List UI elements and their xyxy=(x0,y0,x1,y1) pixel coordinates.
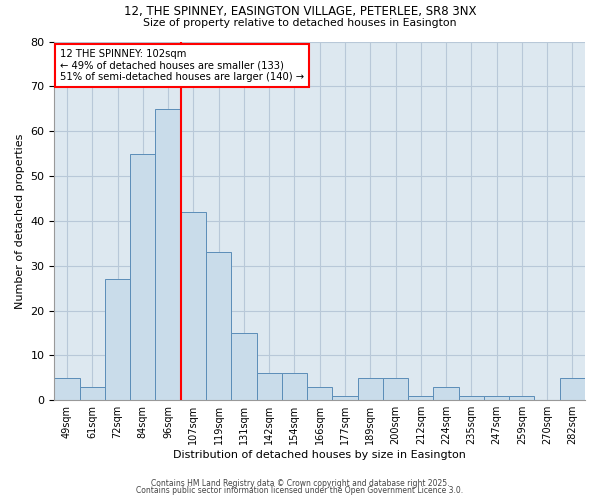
X-axis label: Distribution of detached houses by size in Easington: Distribution of detached houses by size … xyxy=(173,450,466,460)
Bar xyxy=(231,333,257,400)
Bar xyxy=(560,378,585,400)
Bar xyxy=(408,396,433,400)
Bar xyxy=(458,396,484,400)
Bar xyxy=(181,212,206,400)
Text: Contains public sector information licensed under the Open Government Licence 3.: Contains public sector information licen… xyxy=(136,486,464,495)
Bar xyxy=(80,387,105,400)
Bar xyxy=(332,396,358,400)
Bar xyxy=(383,378,408,400)
Y-axis label: Number of detached properties: Number of detached properties xyxy=(15,133,25,308)
Bar xyxy=(130,154,155,400)
Bar xyxy=(484,396,509,400)
Bar xyxy=(282,374,307,400)
Bar xyxy=(257,374,282,400)
Bar xyxy=(155,109,181,400)
Bar xyxy=(307,387,332,400)
Text: 12 THE SPINNEY: 102sqm
← 49% of detached houses are smaller (133)
51% of semi-de: 12 THE SPINNEY: 102sqm ← 49% of detached… xyxy=(60,48,304,82)
Bar xyxy=(433,387,458,400)
Bar xyxy=(55,378,80,400)
Text: Contains HM Land Registry data © Crown copyright and database right 2025.: Contains HM Land Registry data © Crown c… xyxy=(151,478,449,488)
Bar xyxy=(105,279,130,400)
Bar xyxy=(206,252,231,400)
Text: Size of property relative to detached houses in Easington: Size of property relative to detached ho… xyxy=(143,18,457,28)
Bar xyxy=(509,396,535,400)
Text: 12, THE SPINNEY, EASINGTON VILLAGE, PETERLEE, SR8 3NX: 12, THE SPINNEY, EASINGTON VILLAGE, PETE… xyxy=(124,5,476,18)
Bar xyxy=(358,378,383,400)
